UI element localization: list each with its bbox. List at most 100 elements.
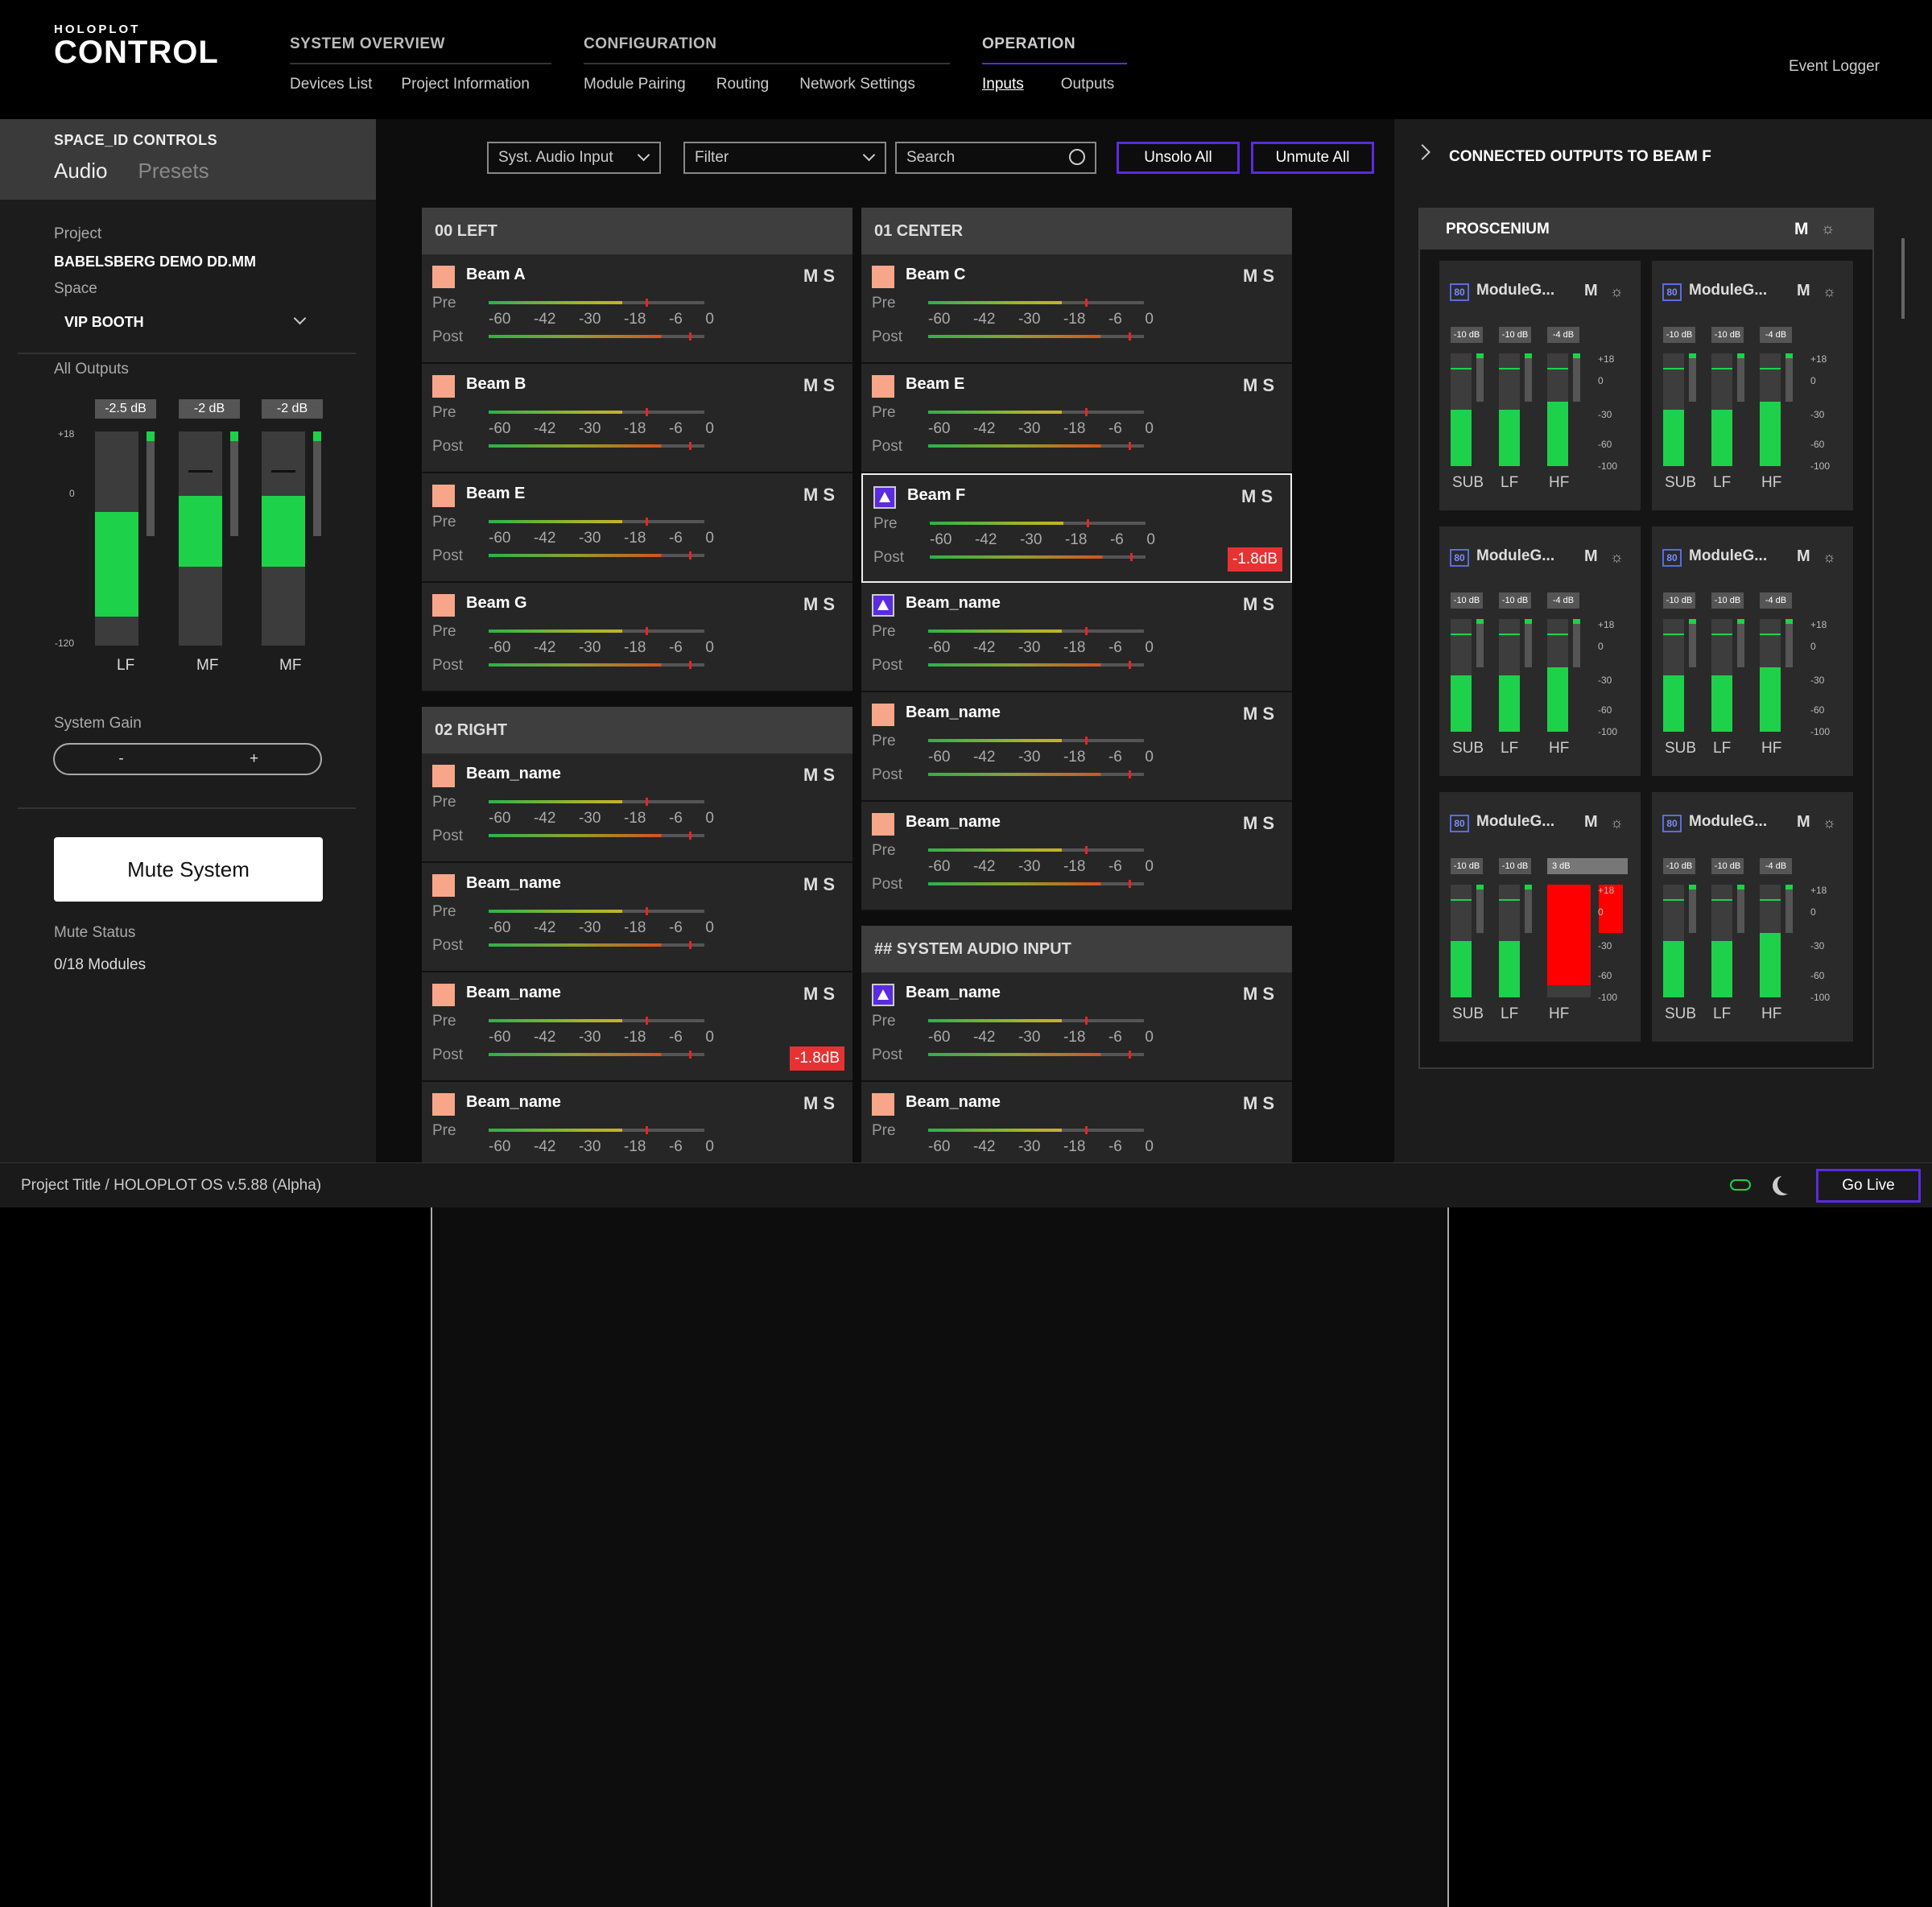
beam-row[interactable]: Beam_name MS Pre -60 -42 -30 -18 -6 0 Post: [861, 802, 1292, 911]
gain-plus-button[interactable]: +: [249, 750, 259, 767]
beam-row[interactable]: Beam_name MS Pre -60 -42 -30 -18 -6 0 Post: [422, 753, 852, 863]
mute-solo-buttons[interactable]: MS: [803, 984, 840, 1004]
mute-solo-buttons[interactable]: MS: [803, 375, 840, 395]
module-group-card[interactable]: 80 ModuleG... M ☼ -10 dB SUB -10 dB LF -4 dB HF +1…: [1439, 526, 1641, 776]
moon-icon[interactable]: [1777, 1174, 1797, 1194]
beam-row[interactable]: Beam_name MS Pre -60 -42 -30 -18 -6 0: [861, 1082, 1292, 1162]
gear-icon[interactable]: ☼: [1610, 283, 1624, 299]
beam-row[interactable]: Beam E MS Pre -60 -42 -30 -18 -6 0 Post: [861, 364, 1292, 473]
module-mute-button[interactable]: M: [1797, 282, 1810, 299]
beam-row[interactable]: Beam_name MS Pre -60 -42 -30 -18 -6 0 Post: [861, 692, 1292, 802]
channel-fader[interactable]: [1663, 885, 1684, 997]
mute-solo-buttons[interactable]: MS: [803, 1093, 840, 1113]
beam-row[interactable]: Beam A MS Pre -60 -42 -30 -18 -6 0 Post: [422, 254, 852, 364]
channel-fader[interactable]: [1547, 353, 1568, 466]
channel-fader[interactable]: [1711, 353, 1732, 466]
module-mute-button[interactable]: M: [1584, 547, 1598, 565]
proscenium-mute[interactable]: M: [1794, 220, 1809, 238]
unmute-all-button[interactable]: Unmute All: [1251, 142, 1374, 174]
gear-icon[interactable]: ☼: [1610, 549, 1624, 565]
beam-row[interactable]: Beam E MS Pre -60 -42 -30 -18 -6 0 Post: [422, 473, 852, 583]
module-group-card[interactable]: 80 ModuleG... M ☼ -10 dB SUB -10 dB LF -4 dB HF +1…: [1652, 792, 1853, 1042]
mute-solo-buttons[interactable]: MS: [1241, 486, 1278, 506]
channel-fader[interactable]: [1663, 619, 1684, 732]
filter-select[interactable]: Filter: [683, 142, 886, 174]
module-mute-button[interactable]: M: [1584, 282, 1598, 299]
nav-outputs[interactable]: Outputs: [1060, 76, 1115, 93]
mute-solo-buttons[interactable]: MS: [1243, 266, 1279, 286]
nav-project-information[interactable]: Project Information: [401, 76, 530, 93]
beam-row[interactable]: Beam C MS Pre -60 -42 -30 -18 -6 0 Post: [861, 254, 1292, 364]
mute-solo-buttons[interactable]: MS: [803, 485, 840, 505]
nav-head-configuration[interactable]: CONFIGURATION: [584, 35, 950, 64]
channel-fader[interactable]: [1760, 353, 1781, 466]
channel-fader[interactable]: [1663, 353, 1684, 466]
module-mute-button[interactable]: M: [1797, 813, 1810, 831]
nav-module-pairing[interactable]: Module Pairing: [584, 76, 686, 93]
module-mute-button[interactable]: M: [1584, 813, 1598, 831]
mute-system-button[interactable]: Mute System: [54, 837, 323, 902]
gain-minus-button[interactable]: -: [118, 750, 124, 767]
beam-row[interactable]: Beam_name MS Pre -60 -42 -30 -18 -6 0 Post: [422, 863, 852, 972]
channel-fader[interactable]: [1451, 353, 1472, 466]
module-group-card[interactable]: 80 ModuleG... M ☼ -10 dB SUB -10 dB LF -4 dB HF +1…: [1652, 261, 1853, 510]
scrollbar[interactable]: [1901, 238, 1905, 319]
input-select[interactable]: Syst. Audio Input: [487, 142, 661, 174]
beam-row[interactable]: Beam B MS Pre -60 -42 -30 -18 -6 0 Post: [422, 364, 852, 473]
channel-fader[interactable]: [1547, 885, 1591, 997]
channel-fader[interactable]: [1760, 885, 1781, 997]
beam-row[interactable]: Beam G MS Pre -60 -42 -30 -18 -6 0 Post: [422, 583, 852, 692]
beam-row[interactable]: Beam_name MS Pre -60 -42 -30 -18 -6 0 Post: [861, 972, 1292, 1082]
mute-solo-buttons[interactable]: MS: [1243, 375, 1279, 395]
chevron-right-icon[interactable]: [1414, 144, 1430, 160]
channel-fader[interactable]: [1711, 885, 1732, 997]
unsolo-all-button[interactable]: Unsolo All: [1117, 142, 1240, 174]
gear-icon[interactable]: ☼: [1821, 221, 1835, 237]
gear-icon[interactable]: ☼: [1823, 283, 1836, 299]
nav-head-operation[interactable]: OPERATION: [982, 35, 1127, 64]
mute-solo-buttons[interactable]: MS: [803, 594, 840, 614]
beam-row[interactable]: Beam_name MS Pre -60 -42 -30 -18 -6 0: [422, 1082, 852, 1162]
channel-fader[interactable]: [1547, 619, 1568, 732]
nav-network-settings[interactable]: Network Settings: [799, 76, 915, 93]
mute-solo-buttons[interactable]: MS: [1243, 704, 1279, 724]
beam-row-selected[interactable]: Beam F MS Pre -60 -42 -30 -18 -6 0 Post -1.8dB: [861, 473, 1292, 583]
gear-icon[interactable]: ☼: [1823, 815, 1836, 831]
module-mute-button[interactable]: M: [1797, 547, 1810, 565]
channel-fader[interactable]: [1711, 619, 1732, 732]
cloud-icon[interactable]: [1730, 1179, 1751, 1191]
channel-fader[interactable]: [1451, 619, 1472, 732]
mute-solo-buttons[interactable]: MS: [1243, 594, 1279, 614]
go-live-button[interactable]: Go Live: [1816, 1169, 1921, 1203]
tab-audio[interactable]: Audio: [54, 159, 108, 183]
event-logger-link[interactable]: Event Logger: [1788, 58, 1880, 75]
nav-devices-list[interactable]: Devices List: [290, 76, 373, 93]
nav-head-system-overview[interactable]: SYSTEM OVERVIEW: [290, 35, 551, 64]
fader-lf[interactable]: [95, 431, 138, 646]
mute-solo-buttons[interactable]: MS: [803, 765, 840, 785]
fader-mf-1[interactable]: [179, 431, 222, 646]
mute-solo-buttons[interactable]: MS: [1243, 1093, 1279, 1113]
channel-fader[interactable]: [1499, 619, 1520, 732]
gear-icon[interactable]: ☼: [1823, 549, 1836, 565]
nav-routing[interactable]: Routing: [716, 76, 770, 93]
beam-row[interactable]: Beam_name MS Pre -60 -42 -30 -18 -6 0 Post: [861, 583, 1292, 692]
beam-row[interactable]: Beam_name MS Pre -60 -42 -30 -18 -6 0 Post -1.8dB: [422, 972, 852, 1082]
mute-solo-buttons[interactable]: MS: [1243, 813, 1279, 833]
channel-fader[interactable]: [1451, 885, 1472, 997]
mute-solo-buttons[interactable]: MS: [803, 266, 840, 286]
channel-fader[interactable]: [1499, 885, 1520, 997]
mute-solo-buttons[interactable]: MS: [803, 874, 840, 894]
gear-icon[interactable]: ☼: [1610, 815, 1624, 831]
tab-presets[interactable]: Presets: [138, 159, 209, 183]
fader-mf-2[interactable]: [262, 431, 305, 646]
module-group-card[interactable]: 80 ModuleG... M ☼ -10 dB SUB -10 dB LF -4 dB HF +1…: [1652, 526, 1853, 776]
nav-inputs[interactable]: Inputs: [982, 76, 1024, 93]
space-dropdown[interactable]: VIP BOOTH: [64, 312, 314, 331]
module-group-card[interactable]: 80 ModuleG... M ☼ -10 dB SUB -10 dB LF -4 dB HF +1…: [1439, 261, 1641, 510]
channel-fader[interactable]: [1760, 619, 1781, 732]
module-group-card[interactable]: 80 ModuleG... M ☼ -10 dB SUB -10 dB LF 3 dB HF +18…: [1439, 792, 1641, 1042]
search-input[interactable]: Search: [895, 142, 1096, 174]
mute-solo-buttons[interactable]: MS: [1243, 984, 1279, 1004]
channel-fader[interactable]: [1499, 353, 1520, 466]
